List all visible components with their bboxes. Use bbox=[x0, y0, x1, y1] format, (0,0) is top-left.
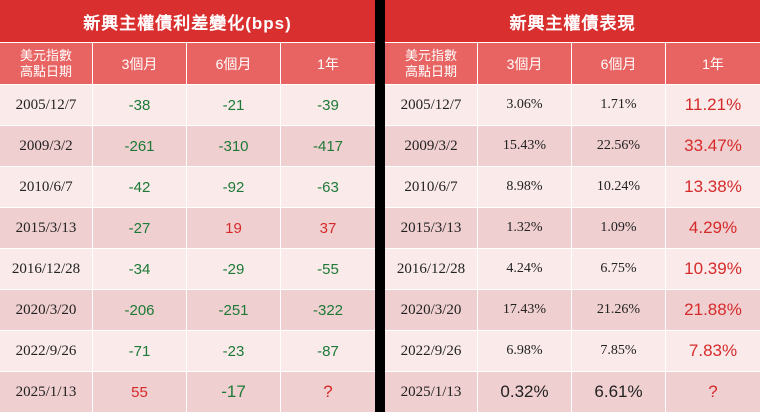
cell-6m: -29 bbox=[186, 249, 280, 289]
cell-3m: 3.06% bbox=[477, 85, 571, 125]
cell-6m: 21.26% bbox=[571, 290, 665, 330]
cell-6m: -251 bbox=[186, 290, 280, 330]
cell-3m: 6.98% bbox=[477, 331, 571, 371]
spread-change-table: 新興主權債利差變化(bps) 美元指數 高點日期 3個月 6個月 1年 2005… bbox=[0, 0, 375, 412]
table-row: 2022/9/26 -71 -23 -87 bbox=[0, 330, 375, 371]
cell-6m: 7.85% bbox=[571, 331, 665, 371]
cell-3m: -261 bbox=[92, 126, 186, 166]
header-6m: 6個月 bbox=[571, 43, 665, 84]
header-date-line2: 高點日期 bbox=[404, 63, 457, 79]
table-row: 2016/12/28 4.24% 6.75% 10.39% bbox=[385, 248, 760, 289]
bond-performance-table: 新興主權債表現 美元指數 高點日期 3個月 6個月 1年 2005/12/7 3… bbox=[385, 0, 760, 412]
cell-1y: 7.83% bbox=[665, 331, 760, 371]
row-date: 2009/3/2 bbox=[404, 137, 458, 154]
header-date-line1: 美元指數 bbox=[19, 47, 72, 63]
row-date: 2016/12/28 bbox=[11, 260, 81, 277]
cell-1y: -63 bbox=[280, 167, 375, 207]
cell-1y: 33.47% bbox=[665, 126, 760, 166]
row-date: 2022/9/26 bbox=[400, 342, 462, 359]
table-row: 2020/3/20 17.43% 21.26% 21.88% bbox=[385, 289, 760, 330]
table-row: 2020/3/20 -206 -251 -322 bbox=[0, 289, 375, 330]
row-date: 2009/3/2 bbox=[19, 137, 73, 154]
cell-3m: 8.98% bbox=[477, 167, 571, 207]
cell-1y: 37 bbox=[280, 208, 375, 248]
cell-1y: 4.29% bbox=[665, 208, 760, 248]
table-row: 2015/3/13 -27 19 37 bbox=[0, 207, 375, 248]
spread-table-title: 新興主權債利差變化(bps) bbox=[0, 0, 375, 42]
row-date: 2015/3/13 bbox=[15, 219, 77, 236]
cell-3m: 1.32% bbox=[477, 208, 571, 248]
table-row: 2022/9/26 6.98% 7.85% 7.83% bbox=[385, 330, 760, 371]
cell-1y: -87 bbox=[280, 331, 375, 371]
cell-3m: 55 bbox=[92, 372, 186, 412]
table-row: 2009/3/2 15.43% 22.56% 33.47% bbox=[385, 125, 760, 166]
cell-6m: 22.56% bbox=[571, 126, 665, 166]
header-date-line1: 美元指數 bbox=[404, 47, 457, 63]
cell-6m: 1.71% bbox=[571, 85, 665, 125]
cell-6m: -17 bbox=[186, 372, 280, 412]
header-date: 美元指數 高點日期 bbox=[0, 43, 92, 84]
table-row: 2010/6/7 8.98% 10.24% 13.38% bbox=[385, 166, 760, 207]
row-date: 2015/3/13 bbox=[400, 219, 462, 236]
row-date: 2010/6/7 bbox=[404, 178, 458, 195]
cell-3m: 4.24% bbox=[477, 249, 571, 289]
row-date: 2020/3/20 bbox=[400, 301, 462, 318]
cell-6m: -92 bbox=[186, 167, 280, 207]
cell-6m: 19 bbox=[186, 208, 280, 248]
cell-3m: -71 bbox=[92, 331, 186, 371]
header-3m: 3個月 bbox=[92, 43, 186, 84]
header-date: 美元指數 高點日期 bbox=[385, 43, 477, 84]
table-row: 2025/1/13 55 -17 ? bbox=[0, 371, 375, 412]
row-date: 2005/12/7 bbox=[15, 96, 77, 113]
table-row: 2015/3/13 1.32% 1.09% 4.29% bbox=[385, 207, 760, 248]
cell-1y: -39 bbox=[280, 85, 375, 125]
cell-1y: 21.88% bbox=[665, 290, 760, 330]
table-row: 2005/12/7 -38 -21 -39 bbox=[0, 84, 375, 125]
cell-1y: ? bbox=[665, 372, 760, 412]
table-row: 2010/6/7 -42 -92 -63 bbox=[0, 166, 375, 207]
cell-6m: 6.61% bbox=[571, 372, 665, 412]
cell-6m: -21 bbox=[186, 85, 280, 125]
table-row: 2005/12/7 3.06% 1.71% 11.21% bbox=[385, 84, 760, 125]
cell-3m: -34 bbox=[92, 249, 186, 289]
header-date-line2: 高點日期 bbox=[19, 63, 72, 79]
cell-1y: ? bbox=[280, 372, 375, 412]
cell-1y: 13.38% bbox=[665, 167, 760, 207]
cell-3m: -206 bbox=[92, 290, 186, 330]
header-6m: 6個月 bbox=[186, 43, 280, 84]
row-date: 2016/12/28 bbox=[396, 260, 466, 277]
row-date: 2025/1/13 bbox=[15, 383, 77, 400]
row-date: 2025/1/13 bbox=[400, 383, 462, 400]
cell-3m: 15.43% bbox=[477, 126, 571, 166]
table-row: 2009/3/2 -261 -310 -417 bbox=[0, 125, 375, 166]
cell-6m: 10.24% bbox=[571, 167, 665, 207]
performance-table-header: 美元指數 高點日期 3個月 6個月 1年 bbox=[385, 42, 760, 84]
cell-1y: -55 bbox=[280, 249, 375, 289]
cell-1y: 10.39% bbox=[665, 249, 760, 289]
cell-6m: -310 bbox=[186, 126, 280, 166]
cell-6m: 6.75% bbox=[571, 249, 665, 289]
cell-3m: 0.32% bbox=[477, 372, 571, 412]
cell-1y: -322 bbox=[280, 290, 375, 330]
row-date: 2010/6/7 bbox=[19, 178, 73, 195]
cell-6m: 1.09% bbox=[571, 208, 665, 248]
spread-table-header: 美元指數 高點日期 3個月 6個月 1年 bbox=[0, 42, 375, 84]
table-row: 2025/1/13 0.32% 6.61% ? bbox=[385, 371, 760, 412]
cell-1y: 11.21% bbox=[665, 85, 760, 125]
row-date: 2020/3/20 bbox=[15, 301, 77, 318]
header-1y: 1年 bbox=[280, 43, 375, 84]
header-1y: 1年 bbox=[665, 43, 760, 84]
cell-3m: -38 bbox=[92, 85, 186, 125]
cell-1y: -417 bbox=[280, 126, 375, 166]
performance-table-title: 新興主權債表現 bbox=[385, 0, 760, 42]
header-3m: 3個月 bbox=[477, 43, 571, 84]
row-date: 2022/9/26 bbox=[15, 342, 77, 359]
table-row: 2016/12/28 -34 -29 -55 bbox=[0, 248, 375, 289]
cell-3m: -42 bbox=[92, 167, 186, 207]
cell-3m: -27 bbox=[92, 208, 186, 248]
cell-6m: -23 bbox=[186, 331, 280, 371]
cell-3m: 17.43% bbox=[477, 290, 571, 330]
row-date: 2005/12/7 bbox=[400, 96, 462, 113]
